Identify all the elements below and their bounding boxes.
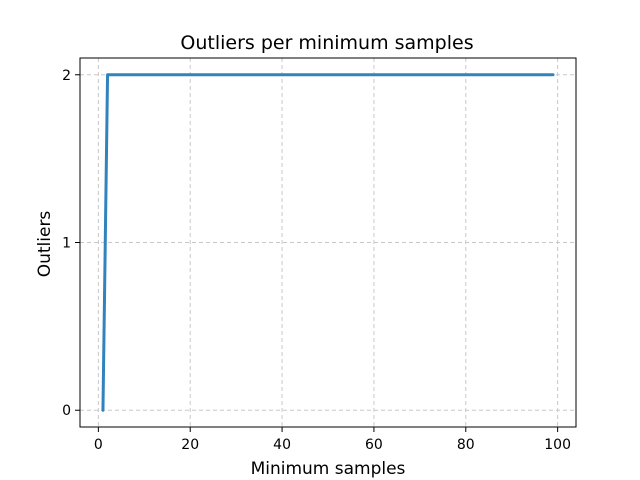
x-tick-label: 40 <box>273 437 291 453</box>
y-tick-label: 1 <box>62 236 71 252</box>
x-tick-label: 100 <box>544 437 571 453</box>
plot-data <box>101 73 555 412</box>
x-tick-label: 0 <box>94 437 103 453</box>
y-tick-label: 0 <box>62 403 71 419</box>
x-tick-label: 60 <box>365 437 383 453</box>
axis-ticks: 0 20 40 60 80 100 0 1 2 <box>62 68 571 453</box>
y-axis-label: Outliers <box>35 211 55 278</box>
x-axis-label: Minimum samples <box>251 459 406 479</box>
chart-title: Outliers per minimum samples <box>180 32 473 54</box>
x-tick-label: 20 <box>181 437 199 453</box>
grid <box>80 58 576 427</box>
series-line <box>101 73 555 412</box>
y-tick-label: 2 <box>62 68 71 84</box>
x-tick-label: 80 <box>457 437 475 453</box>
